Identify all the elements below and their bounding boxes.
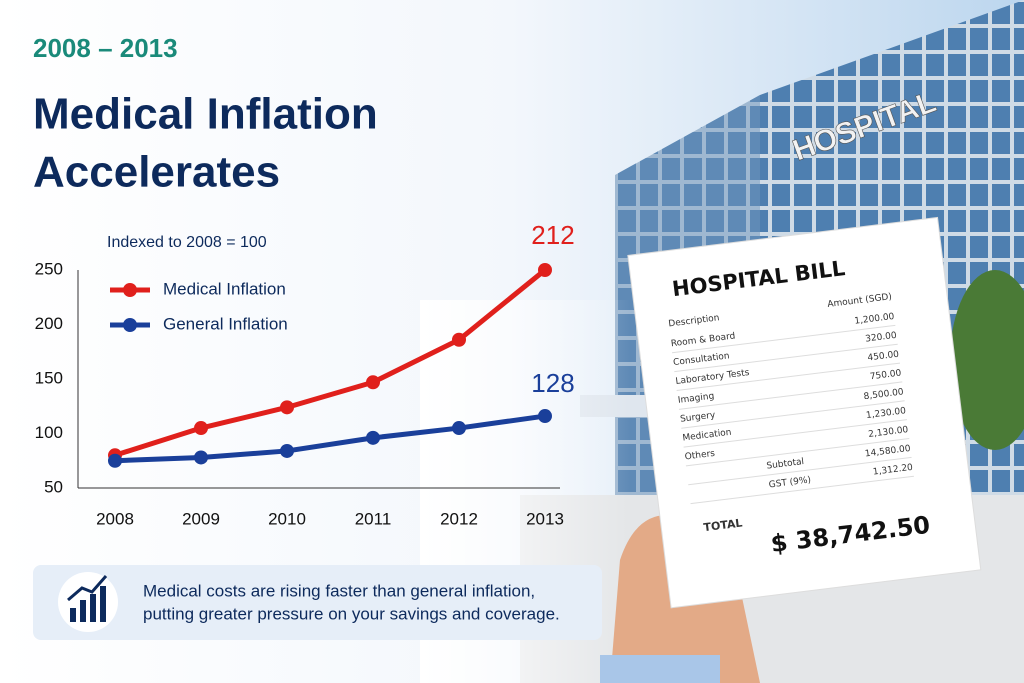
callout-text: Medical costs are rising faster than gen…: [143, 581, 535, 600]
bill-rule: [681, 400, 905, 429]
data-point: [280, 443, 294, 458]
bill-item: Subtotal: [766, 457, 805, 472]
data-point: [280, 400, 294, 415]
bill-rule: [678, 381, 903, 410]
y-tick-label: 50: [44, 477, 63, 496]
hospital-bill: HOSPITAL BILL Description Amount (SGD) R…: [627, 216, 982, 609]
x-tick-label: 2012: [440, 509, 478, 528]
annotation: 128: [531, 368, 574, 398]
period: 2008 – 2013: [33, 33, 178, 63]
data-point: [194, 450, 208, 465]
x-tick-label: 2008: [96, 509, 134, 528]
bill-total-label: TOTAL: [703, 517, 743, 535]
line-chart: 50 100 150 200 250 2008 2009 2010 2011 2012 2013 Me…: [35, 220, 575, 529]
x-tick-label: 2013: [526, 509, 564, 528]
headline: Medical Inflation: [33, 90, 378, 139]
callout: Medical costs are rising faster than gen…: [33, 565, 602, 640]
x-tick-label: 2011: [355, 509, 392, 528]
data-point: [538, 263, 552, 277]
bill-rule: [674, 343, 898, 373]
legend-swatch: [123, 318, 137, 332]
chart-subtitle: Indexed to 2008 = 100: [107, 234, 267, 251]
bill-item: Imaging: [677, 391, 715, 405]
bill-rule: [688, 456, 912, 486]
data-point: [538, 409, 552, 424]
headline: Accelerates: [33, 148, 280, 197]
legend-label: General Inflation: [163, 314, 288, 333]
data-point: [452, 421, 466, 436]
bill-rule: [683, 419, 907, 448]
bill-amount: 1,200.00: [854, 312, 895, 327]
bill-rule: [671, 324, 896, 354]
bill-amount: 1,230.00: [866, 406, 907, 421]
bill-amount: 450.00: [867, 350, 900, 364]
y-tick-label: 150: [35, 368, 63, 387]
y-tick-label: 200: [35, 314, 63, 333]
bill-amount: 320.00: [865, 331, 898, 345]
data-point: [108, 453, 122, 468]
bill-item: Others: [684, 449, 716, 463]
series-line: [114, 413, 546, 464]
data-point: [366, 430, 380, 445]
bill-item: Surgery: [680, 410, 717, 424]
data-point: [452, 332, 466, 347]
x-tick-label: 2009: [182, 509, 220, 528]
bill-rule: [690, 475, 914, 505]
bill-amount: 750.00: [869, 369, 902, 383]
bill-amount: 2,130.00: [868, 425, 909, 440]
callout-text: putting greater pressure on your savings…: [143, 604, 560, 623]
legend-swatch: [123, 283, 137, 297]
x-tick-label: 2010: [268, 509, 306, 528]
bill-amount: 8,500.00: [863, 387, 904, 402]
y-tick-label: 100: [35, 423, 63, 442]
y-tick-label: 250: [35, 259, 63, 278]
legend-label: Medical Inflation: [163, 279, 286, 298]
series-line: [114, 268, 547, 458]
bill-rule: [685, 438, 910, 467]
bill-amount: 1,312.20: [872, 463, 913, 478]
data-point: [194, 421, 208, 436]
bill-rule: [676, 362, 901, 391]
data-point: [366, 375, 380, 390]
annotation: 212: [531, 220, 574, 250]
